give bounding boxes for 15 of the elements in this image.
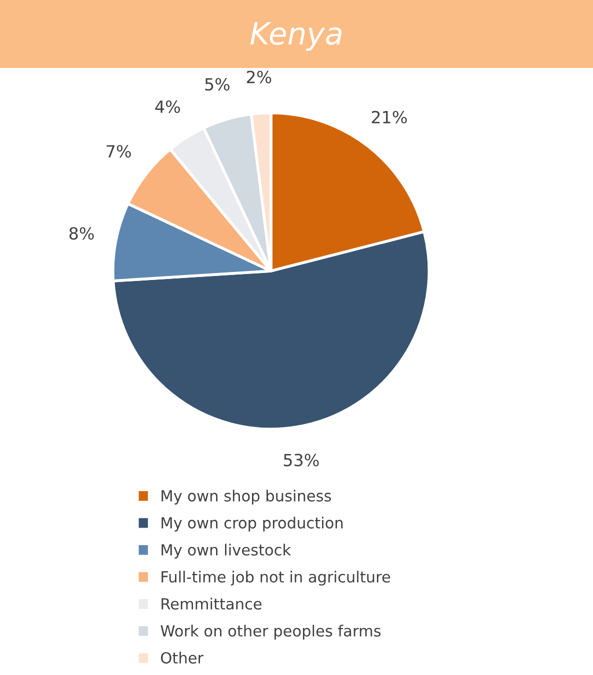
data-label: 5% — [205, 78, 230, 91]
legend-label: Other — [160, 652, 204, 664]
data-label: 8% — [69, 227, 94, 240]
chart-title: Kenya — [250, 22, 342, 51]
legend-label: Remmittance — [162, 598, 262, 610]
data-label: 7% — [106, 145, 131, 158]
legend-label: My own livestock — [162, 544, 292, 559]
data-label: 4% — [155, 100, 180, 113]
legend-label: My own crop production — [162, 516, 343, 532]
legend-label: My own shop business — [162, 490, 331, 505]
data-label: 2% — [246, 70, 272, 84]
legend-label: Full-time job not in agriculture — [162, 570, 390, 586]
data-label: 21% — [372, 110, 407, 124]
legend-label: Work on other peoples farms — [160, 624, 381, 640]
data-label: 53% — [284, 454, 319, 466]
